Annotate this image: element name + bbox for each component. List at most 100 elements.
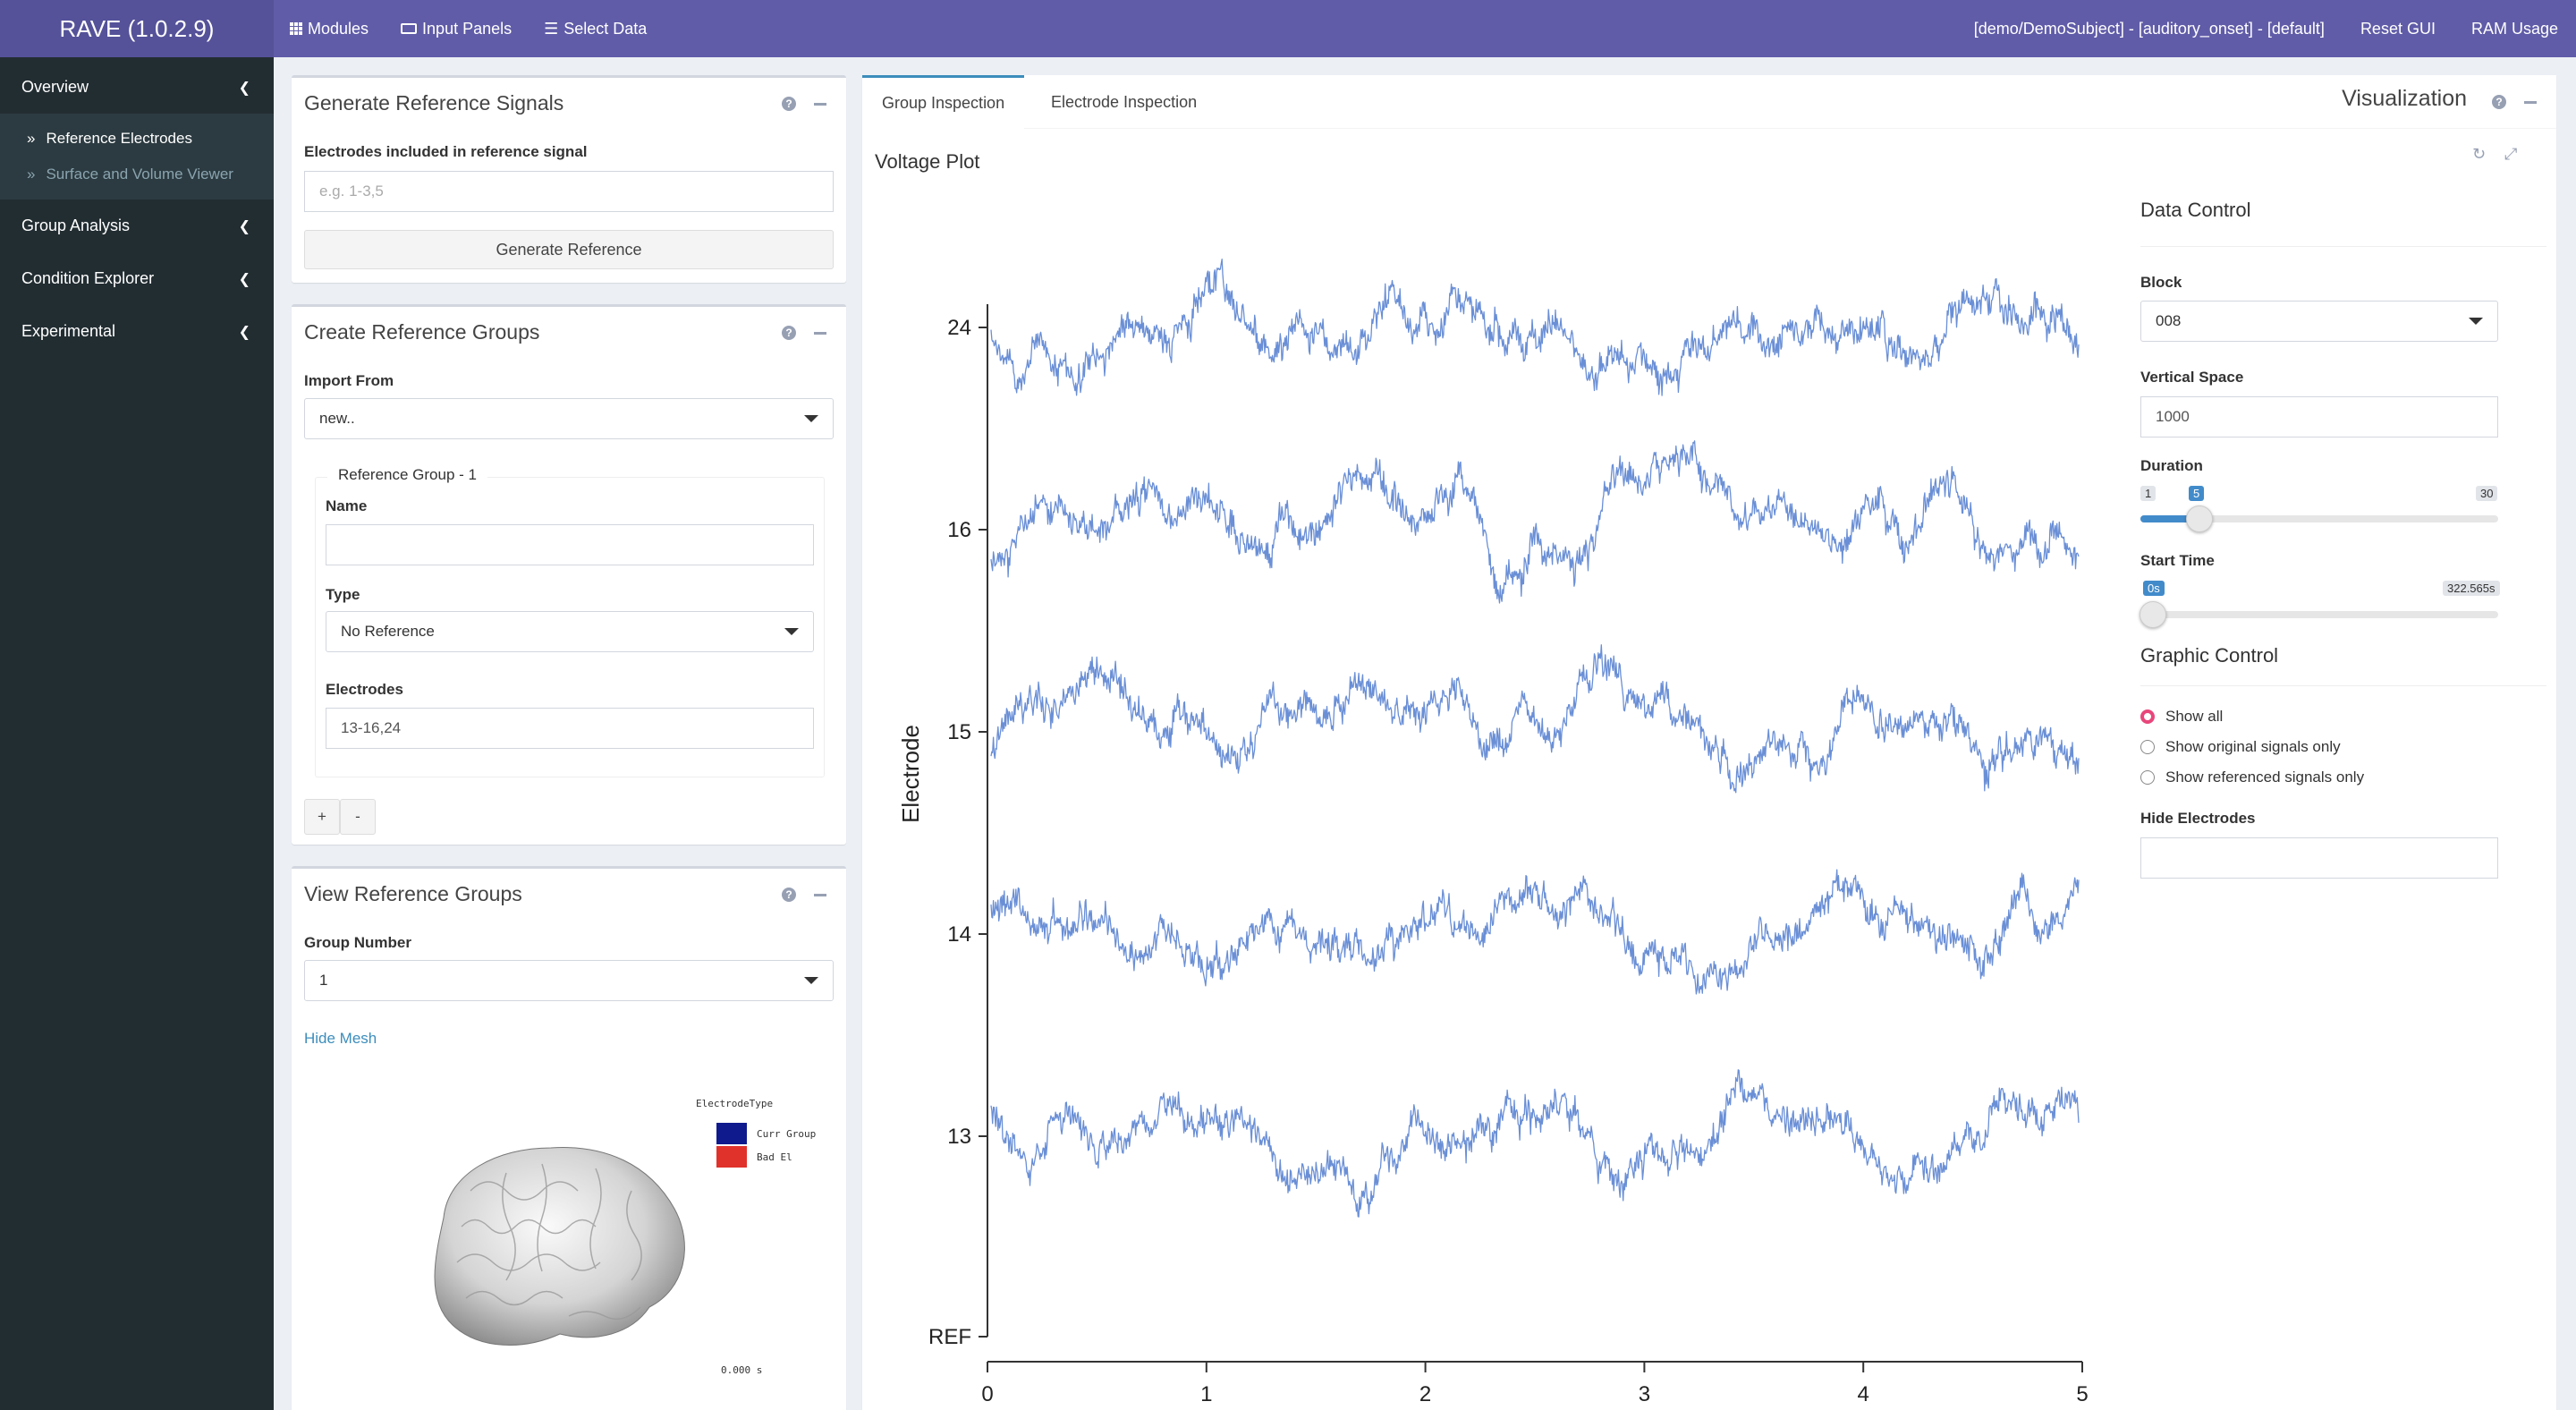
legend-swatch-curr-group <box>716 1123 747 1144</box>
legend-label-curr-group: Curr Group <box>757 1128 816 1140</box>
tab-group-inspection[interactable]: Group Inspection <box>862 75 1025 129</box>
visualization-title: Visualization <box>2342 86 2467 111</box>
caret-down-icon <box>804 977 818 984</box>
select-value: 008 <box>2156 312 2182 329</box>
hide-electrodes-input[interactable] <box>2140 837 2498 879</box>
ram-usage-button[interactable]: RAM Usage <box>2470 19 2558 38</box>
y-tick-label: 13 <box>947 1125 971 1149</box>
duration-slider-fill <box>2140 515 2199 522</box>
type-select[interactable]: No Reference <box>326 611 814 652</box>
sidebar-item-group-analysis[interactable]: Group Analysis ❮ <box>0 200 274 252</box>
x-tick-label: 2 <box>1419 1382 1431 1406</box>
group-legend: Reference Group - 1 <box>327 466 487 484</box>
group-number-select[interactable]: 1 <box>304 960 834 1001</box>
refresh-icon[interactable]: ↻ <box>2472 145 2487 163</box>
field-label: Type <box>326 586 360 603</box>
radio-label: Show referenced signals only <box>2165 769 2365 786</box>
sidebar-item-overview[interactable]: Overview ❮ <box>0 61 274 114</box>
select-data-menu[interactable]: ☰ Select Data <box>528 0 663 57</box>
x-tick-label: 0 <box>981 1382 993 1406</box>
group-name-input[interactable] <box>326 524 814 565</box>
y-tick-label: 14 <box>947 922 971 947</box>
y-axis-label: Electrode <box>897 725 924 823</box>
chevron-left-icon: ❮ <box>238 218 250 234</box>
radio-button-selected[interactable] <box>2140 709 2155 724</box>
chevron-left-icon: ❮ <box>238 80 250 96</box>
remove-group-button[interactable]: - <box>340 799 376 835</box>
box-title: View Reference Groups <box>304 882 522 905</box>
duration-slider-handle[interactable] <box>2186 505 2213 532</box>
data-control-title: Data Control <box>2140 199 2251 221</box>
signal-line-15 <box>990 644 2080 794</box>
voltage-plot: 2416151413REF012345ElectrodeTime (s) <box>897 259 2089 1406</box>
x-tick-label: 5 <box>2076 1382 2088 1406</box>
top-header: RAVE (1.0.2.9) Modules Input Panels ☰ Se… <box>0 0 2576 57</box>
help-icon[interactable]: ? <box>782 97 796 111</box>
sidebar-item-experimental[interactable]: Experimental ❮ <box>0 305 274 358</box>
input-panels-label: Input Panels <box>422 19 513 38</box>
import-from-select[interactable]: new.. <box>304 398 834 439</box>
brain-viewer[interactable]: ElectrodeType Curr Group Bad El 0.000 s <box>309 1066 828 1406</box>
select-value: new.. <box>319 410 355 427</box>
legend-swatch-bad-el <box>716 1146 747 1168</box>
radio-show-referenced[interactable]: Show referenced signals only <box>2140 769 2364 786</box>
list-icon: ☰ <box>544 19 559 38</box>
modules-label: Modules <box>308 19 369 38</box>
hide-mesh-link[interactable]: Hide Mesh <box>304 1030 377 1047</box>
vertical-space-input[interactable]: 1000 <box>2140 396 2498 437</box>
radio-button[interactable] <box>2140 770 2155 785</box>
generate-reference-box: Generate Reference Signals ? Electrodes … <box>292 75 846 283</box>
sidebar-item-label: Reference Electrodes <box>46 130 192 147</box>
slider-min-label: 1 <box>2140 486 2157 501</box>
select-value: No Reference <box>341 623 435 640</box>
collapse-icon[interactable] <box>814 102 826 106</box>
start-time-slider-handle[interactable] <box>2140 601 2166 628</box>
start-time-slider-track[interactable] <box>2140 611 2498 618</box>
select-data-label: Select Data <box>564 19 648 38</box>
input-panels-menu[interactable]: Input Panels <box>385 0 528 57</box>
help-icon[interactable]: ? <box>782 888 796 902</box>
x-tick-label: 3 <box>1639 1382 1650 1406</box>
reset-gui-button[interactable]: Reset GUI <box>2360 19 2436 38</box>
expand-icon[interactable]: ⤢ <box>2504 145 2518 163</box>
reference-group-fieldset <box>315 477 825 777</box>
app-title[interactable]: RAVE (1.0.2.9) <box>0 0 274 57</box>
signal-line-14 <box>990 869 2080 995</box>
top-nav: Modules Input Panels ☰ Select Data <box>274 0 663 57</box>
radio-button[interactable] <box>2140 740 2155 754</box>
help-icon[interactable]: ? <box>782 326 796 340</box>
add-group-button[interactable]: + <box>304 799 340 835</box>
reference-electrodes-input[interactable]: e.g. 1-3,5 <box>304 171 834 212</box>
field-label: Name <box>326 497 368 514</box>
block-select[interactable]: 008 <box>2140 301 2498 342</box>
box-title: Generate Reference Signals <box>304 91 564 115</box>
collapse-icon[interactable] <box>814 331 826 335</box>
y-tick-label: REF <box>928 1325 971 1349</box>
chevron-left-icon: ❮ <box>238 271 250 287</box>
slider-max-label: 322.565s <box>2443 581 2500 596</box>
box-tools: ? <box>782 326 826 340</box>
radio-show-all[interactable]: Show all <box>2140 708 2223 726</box>
sidebar-item-reference-electrodes[interactable]: » Reference Electrodes <box>0 121 274 157</box>
chevron-left-icon: ❮ <box>238 324 250 340</box>
generate-reference-button[interactable]: Generate Reference <box>304 230 834 269</box>
signal-line-13 <box>990 1069 2080 1218</box>
collapse-icon[interactable] <box>814 893 826 896</box>
group-electrodes-input[interactable]: 13-16,24 <box>326 708 814 749</box>
sidebar-item-surface-viewer[interactable]: » Surface and Volume Viewer <box>0 157 274 192</box>
top-right-nav: [demo/DemoSubject] - [auditory_onset] - … <box>1956 0 2576 57</box>
field-label: Electrodes included in reference signal <box>304 143 588 160</box>
sidebar-item-label: Experimental <box>21 322 116 340</box>
sidebar-item-condition-explorer[interactable]: Condition Explorer ❮ <box>0 252 274 305</box>
radio-show-original[interactable]: Show original signals only <box>2140 738 2341 756</box>
duration-slider-track[interactable] <box>2140 515 2498 522</box>
y-tick-label: 24 <box>947 316 971 340</box>
modules-menu[interactable]: Modules <box>274 0 385 57</box>
help-icon[interactable]: ? <box>2492 95 2506 109</box>
collapse-icon[interactable] <box>2524 100 2537 104</box>
slider-value-label: 0s <box>2143 581 2165 596</box>
context-label[interactable]: [demo/DemoSubject] - [auditory_onset] - … <box>1973 19 2325 38</box>
graphic-control-title: Graphic Control <box>2140 644 2279 667</box>
tab-electrode-inspection[interactable]: Electrode Inspection <box>1051 92 1198 111</box>
legend-title: ElectrodeType <box>696 1098 773 1109</box>
